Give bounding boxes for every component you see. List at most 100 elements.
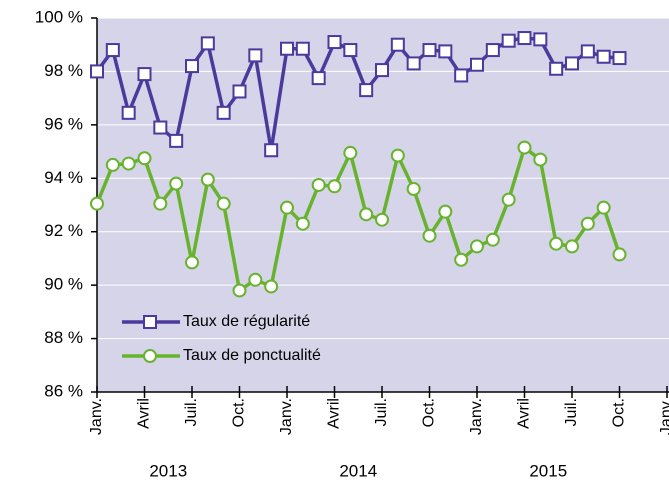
point xyxy=(311,177,326,192)
y-tick-label: 100 % xyxy=(35,7,83,26)
point xyxy=(596,200,611,215)
plot-background xyxy=(97,18,669,392)
point xyxy=(375,63,389,78)
point xyxy=(438,204,453,219)
x-tick-label: Janv. xyxy=(88,398,105,435)
point xyxy=(549,236,564,251)
y-tick-label: 88 % xyxy=(44,328,83,347)
point xyxy=(169,176,184,191)
point xyxy=(454,68,469,83)
point xyxy=(438,44,453,59)
point xyxy=(422,228,437,243)
point xyxy=(422,43,437,58)
legend-label: Taux de ponctualité xyxy=(183,347,321,364)
point xyxy=(533,32,548,47)
point xyxy=(580,44,595,59)
y-tick-label: 90 % xyxy=(44,275,83,294)
point xyxy=(200,172,215,187)
point xyxy=(153,196,168,211)
point xyxy=(169,133,184,148)
point xyxy=(295,216,310,231)
point xyxy=(248,48,263,63)
x-tick-label: Janv. xyxy=(468,398,485,435)
point xyxy=(470,239,484,254)
point xyxy=(280,200,294,215)
point xyxy=(185,59,199,74)
point xyxy=(612,51,627,66)
point xyxy=(137,151,152,166)
x-tick-label: Juil. xyxy=(563,398,580,426)
legend-label: Taux de régularité xyxy=(183,313,310,330)
y-tick-label: 96 % xyxy=(44,114,83,133)
point xyxy=(533,152,548,167)
point xyxy=(121,105,136,120)
point xyxy=(359,207,374,222)
legend-marker xyxy=(143,349,157,363)
point xyxy=(501,192,516,207)
point xyxy=(375,212,389,227)
point xyxy=(343,43,358,58)
point xyxy=(311,71,326,86)
point xyxy=(232,283,247,298)
point xyxy=(153,120,168,135)
point xyxy=(185,255,199,270)
point xyxy=(517,140,532,155)
point xyxy=(406,56,421,71)
point xyxy=(485,43,500,58)
point xyxy=(327,179,342,194)
point xyxy=(501,33,516,48)
x-tick-label: Oct. xyxy=(231,398,248,427)
x-tick-label: Juil. xyxy=(373,398,390,426)
point xyxy=(200,36,215,51)
point xyxy=(105,157,120,172)
point xyxy=(105,43,120,58)
point xyxy=(612,247,627,262)
legend-marker xyxy=(143,315,157,329)
point xyxy=(454,252,469,267)
point xyxy=(549,61,564,76)
point xyxy=(90,196,104,211)
point xyxy=(517,31,532,46)
x-tick-label: Avril xyxy=(516,398,533,429)
point xyxy=(343,145,358,160)
year-label: 2013 xyxy=(149,461,187,480)
x-tick-label: Avril xyxy=(136,398,153,429)
point xyxy=(565,239,579,254)
point xyxy=(596,49,611,64)
point xyxy=(580,216,595,231)
point xyxy=(264,143,279,158)
x-tick-label: Janv. xyxy=(658,398,669,435)
point xyxy=(406,181,421,196)
point xyxy=(565,56,579,71)
year-label: 2014 xyxy=(339,461,377,480)
point xyxy=(121,156,136,171)
point xyxy=(485,232,500,247)
x-tick-label: Janv. xyxy=(278,398,295,435)
y-tick-label: 92 % xyxy=(44,221,83,240)
point xyxy=(470,57,484,72)
point xyxy=(390,148,405,163)
year-label: 2015 xyxy=(529,461,567,480)
point xyxy=(137,67,152,82)
y-tick-label: 98 % xyxy=(44,61,83,80)
x-tick-label: Oct. xyxy=(611,398,628,427)
point xyxy=(216,196,231,211)
point xyxy=(216,105,231,120)
point xyxy=(90,64,104,79)
point xyxy=(264,279,279,294)
point xyxy=(248,272,263,287)
x-tick-label: Oct. xyxy=(421,398,438,427)
point xyxy=(232,84,247,99)
x-tick-label: Juil. xyxy=(183,398,200,426)
series-line xyxy=(95,36,620,151)
point xyxy=(390,37,405,52)
y-tick-label: 94 % xyxy=(44,168,83,187)
x-tick-label: Avril xyxy=(326,398,343,429)
point xyxy=(359,83,374,98)
point xyxy=(327,35,342,50)
point xyxy=(280,41,294,56)
series-line xyxy=(95,144,622,294)
y-tick-label: 86 % xyxy=(44,381,83,400)
point xyxy=(295,41,310,56)
